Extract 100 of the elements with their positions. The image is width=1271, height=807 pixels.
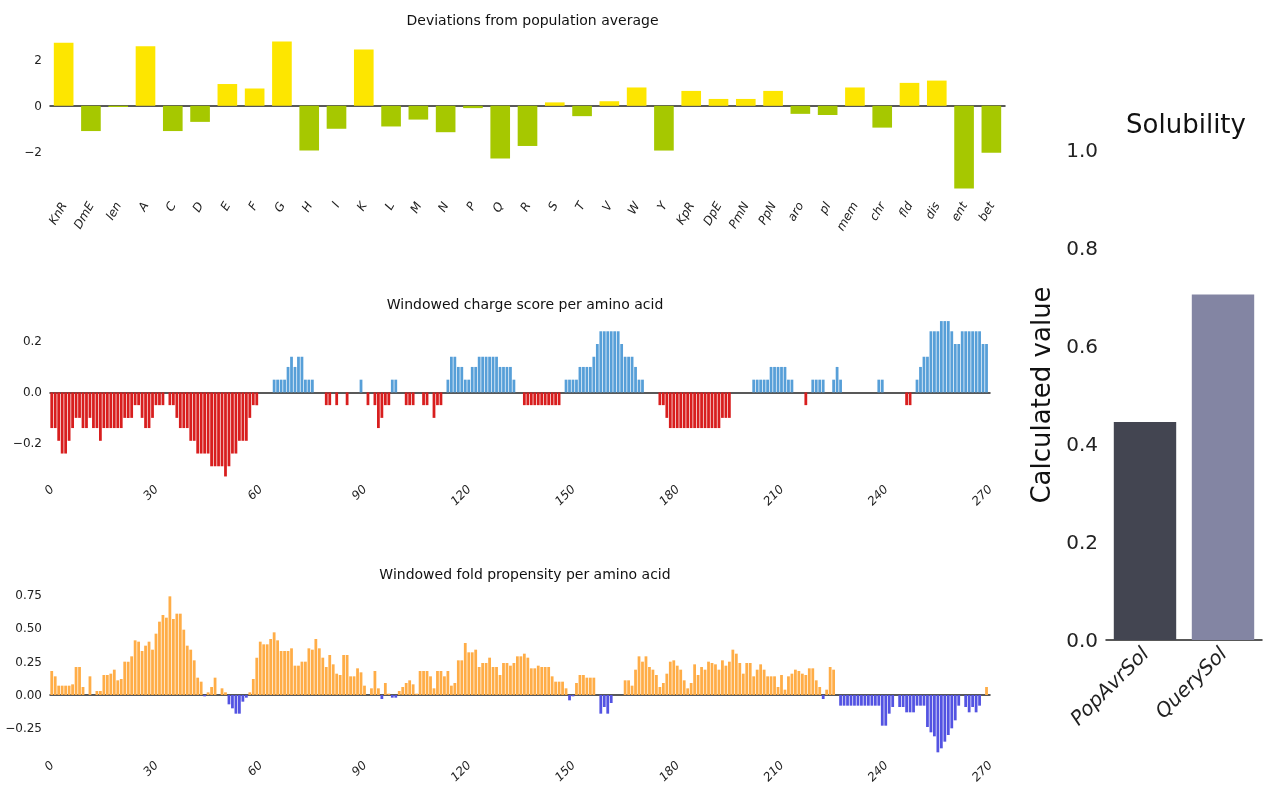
bar: [762, 379, 766, 393]
bar: [686, 392, 690, 429]
x-tick-label: len: [103, 199, 125, 223]
bar: [255, 392, 259, 406]
bar: [964, 331, 968, 393]
bar: [449, 356, 453, 393]
bar: [899, 82, 920, 106]
bar: [381, 105, 401, 127]
bar: [345, 392, 349, 406]
bar: [244, 88, 265, 106]
bar: [290, 648, 293, 695]
bar: [599, 695, 603, 714]
bar: [224, 392, 227, 477]
bar: [324, 392, 328, 406]
x-tick-label: 60: [244, 757, 266, 779]
chart-title: Deviations from population average: [406, 12, 659, 28]
bar: [707, 392, 710, 429]
bar: [780, 366, 783, 393]
bar: [797, 671, 801, 695]
bar: [954, 105, 974, 189]
bar: [599, 331, 603, 393]
bar: [668, 661, 672, 695]
bar: [734, 653, 738, 695]
bar: [623, 680, 627, 695]
x-tick-label: K: [353, 198, 371, 214]
bar: [905, 695, 908, 713]
bar: [158, 392, 161, 406]
bar: [481, 356, 485, 393]
x-tick-label: 30: [140, 481, 162, 503]
bar: [773, 366, 776, 393]
bar: [335, 392, 339, 406]
bar: [495, 356, 498, 393]
bar: [967, 695, 971, 713]
x-tick-label: D: [189, 199, 207, 215]
bar: [561, 681, 564, 695]
bar: [609, 331, 613, 393]
bar: [436, 671, 439, 695]
bar: [804, 392, 808, 406]
x-tick-label: 120: [447, 481, 474, 509]
bar: [721, 660, 724, 695]
bar: [422, 671, 425, 695]
bar: [627, 680, 630, 695]
bar: [544, 102, 565, 106]
bar: [217, 84, 238, 106]
bar: [411, 684, 415, 695]
y-tick-label: 0.75: [15, 588, 42, 602]
bar: [693, 664, 697, 695]
bar: [675, 392, 679, 429]
chart-title: Windowed fold propensity per amino acid: [379, 566, 671, 582]
bar: [144, 392, 147, 429]
bar: [102, 675, 106, 695]
bar: [700, 392, 703, 429]
bar: [516, 656, 519, 695]
bar: [109, 673, 113, 695]
bar: [613, 331, 617, 393]
bar: [759, 379, 763, 393]
bar: [800, 673, 804, 695]
bar: [700, 667, 703, 695]
bar: [811, 668, 815, 695]
bar: [568, 695, 571, 701]
bar: [547, 392, 551, 406]
bar: [290, 356, 293, 393]
x-tick-label: 90: [348, 757, 370, 779]
bar: [189, 392, 193, 441]
bar: [299, 105, 320, 151]
bar: [203, 392, 207, 454]
bar: [522, 653, 526, 695]
bar: [224, 692, 227, 695]
bar: [873, 695, 877, 706]
x-tick-label: W: [624, 198, 644, 217]
bar: [314, 639, 318, 695]
bar: [641, 379, 644, 393]
bar: [64, 685, 68, 695]
x-tick-label: 90: [348, 481, 370, 503]
bar: [780, 675, 783, 695]
bar: [345, 655, 349, 695]
y-tick-label: 0.2: [1066, 530, 1098, 554]
bar: [470, 366, 474, 393]
x-tick-label: 120: [447, 757, 474, 785]
bar: [502, 663, 505, 695]
y-tick-label: 0.50: [15, 621, 42, 636]
bar: [853, 695, 856, 706]
bar: [435, 105, 456, 133]
bar: [190, 105, 210, 122]
y-tick-label: 1.0: [1066, 138, 1098, 162]
x-tick-label: aro: [784, 199, 807, 224]
bar: [178, 392, 182, 429]
bar: [210, 392, 213, 467]
bar: [748, 663, 752, 695]
bar: [137, 641, 140, 695]
bar: [926, 80, 947, 106]
bar: [582, 366, 585, 393]
bar: [297, 356, 300, 393]
bar: [568, 379, 571, 393]
x-tick-label: N: [435, 199, 452, 215]
bar: [533, 668, 537, 695]
bar: [960, 331, 964, 393]
x-tick-label: M: [407, 198, 425, 216]
y-tick-label: 0.0: [22, 385, 42, 400]
bar: [912, 695, 915, 713]
